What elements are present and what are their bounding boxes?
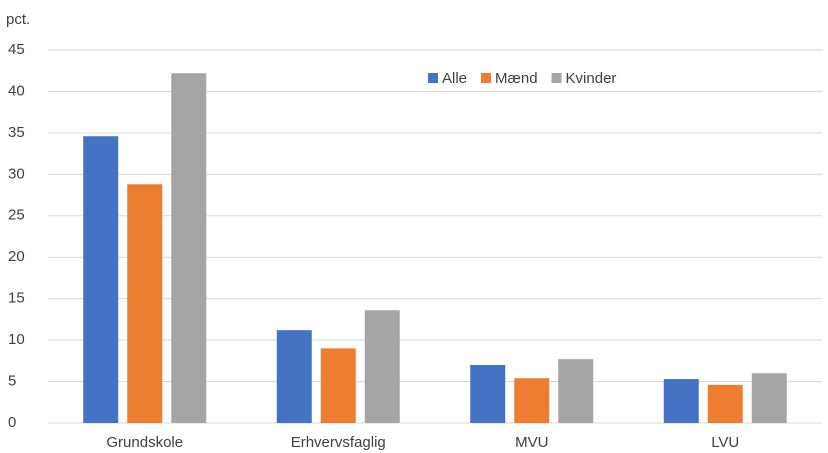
y-tick-label: 0 bbox=[8, 414, 16, 431]
bar bbox=[514, 378, 550, 423]
y-tick-label: 35 bbox=[8, 124, 25, 141]
x-tick-label: LVU bbox=[711, 434, 739, 451]
legend-label: Kvinder bbox=[566, 70, 617, 87]
bar bbox=[558, 359, 594, 423]
legend-label: Alle bbox=[442, 70, 467, 87]
bar bbox=[320, 348, 356, 423]
bar bbox=[364, 310, 400, 423]
x-tick-label: Grundskole bbox=[106, 434, 183, 451]
y-tick-label: 45 bbox=[8, 41, 25, 58]
legend-swatch bbox=[481, 73, 492, 83]
bar bbox=[663, 379, 699, 423]
bar bbox=[276, 330, 312, 423]
legend-label: Mænd bbox=[495, 70, 538, 87]
bar bbox=[171, 73, 207, 423]
bar bbox=[707, 384, 743, 423]
y-tick-label: 25 bbox=[8, 207, 25, 224]
y-tick-label: 15 bbox=[8, 290, 25, 307]
y-tick-label: 5 bbox=[8, 373, 16, 390]
bar bbox=[751, 373, 787, 423]
y-tick-label: 20 bbox=[8, 248, 25, 265]
bar bbox=[470, 364, 506, 423]
y-tick-label: 30 bbox=[8, 165, 25, 182]
x-tick-label: MVU bbox=[515, 434, 548, 451]
legend-swatch bbox=[551, 73, 562, 83]
y-tick-label: 10 bbox=[8, 331, 25, 348]
y-tick-label: 40 bbox=[8, 82, 25, 99]
bar bbox=[83, 136, 119, 423]
bar bbox=[127, 184, 163, 423]
y-axis-label: pct. bbox=[6, 11, 30, 28]
legend-swatch bbox=[428, 73, 438, 83]
x-tick-label: Erhvervsfaglig bbox=[291, 434, 386, 451]
